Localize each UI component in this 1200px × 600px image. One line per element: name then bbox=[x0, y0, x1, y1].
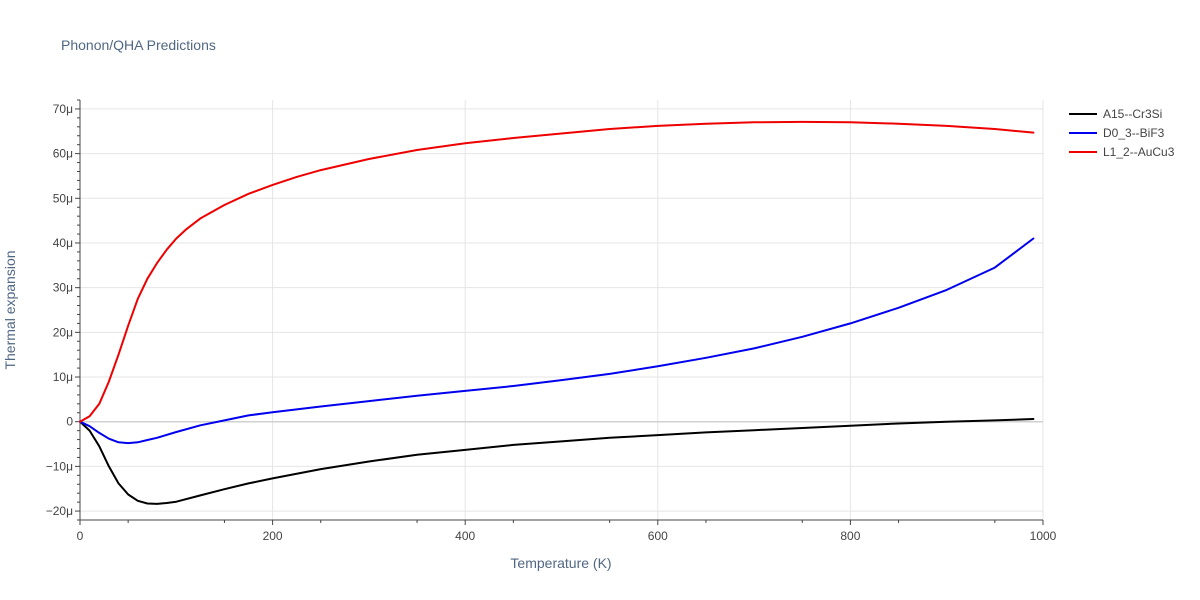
legend[interactable]: A15--Cr3Si D0_3--BiF3 L1_2--AuCu3 bbox=[1069, 107, 1175, 159]
series-line-l1-2-aucu3 bbox=[79, 120, 1035, 423]
x-tick-label: 0 bbox=[77, 529, 84, 543]
legend-label: A15--Cr3Si bbox=[1103, 107, 1162, 121]
y-tick-label: 20μ bbox=[53, 325, 73, 339]
y-axis-title: Thermal expansion bbox=[2, 250, 18, 369]
y-tick-label: 60μ bbox=[53, 147, 73, 161]
x-tick-label: 800 bbox=[840, 529, 860, 543]
y-tick-label: −20μ bbox=[46, 504, 73, 518]
series-layer bbox=[79, 120, 1035, 505]
y-tick-label: 40μ bbox=[53, 236, 73, 250]
x-tick-label: 200 bbox=[263, 529, 283, 543]
y-tick-label: 0 bbox=[66, 415, 73, 429]
legend-item[interactable]: D0_3--BiF3 bbox=[1069, 126, 1165, 140]
legend-item[interactable]: A15--Cr3Si bbox=[1069, 107, 1162, 121]
chart-title: Phonon/QHA Predictions bbox=[61, 37, 216, 53]
legend-label: D0_3--BiF3 bbox=[1103, 126, 1165, 140]
legend-item[interactable]: L1_2--AuCu3 bbox=[1069, 145, 1175, 159]
x-tick-label: 600 bbox=[648, 529, 668, 543]
y-tick-label: 10μ bbox=[53, 370, 73, 384]
y-tick-label: 70μ bbox=[53, 102, 73, 116]
series-line-d0-3-bif3 bbox=[79, 237, 1035, 445]
series-line-a15-cr3si bbox=[79, 418, 1035, 505]
axis-layer: 0 200 400 600 800 1000 −20μ −10μ 0 10μ 20μ 30μ 40μ 50… bbox=[46, 99, 1057, 543]
x-axis-title: Temperature (K) bbox=[510, 555, 611, 571]
legend-label: L1_2--AuCu3 bbox=[1103, 145, 1175, 159]
x-tick-label: 400 bbox=[455, 529, 475, 543]
y-tick-label: −10μ bbox=[46, 459, 73, 473]
y-tick-label: 30μ bbox=[53, 281, 73, 295]
grid-layer bbox=[80, 100, 1044, 520]
x-tick-label: 1000 bbox=[1030, 529, 1057, 543]
y-tick-label: 50μ bbox=[53, 191, 73, 205]
